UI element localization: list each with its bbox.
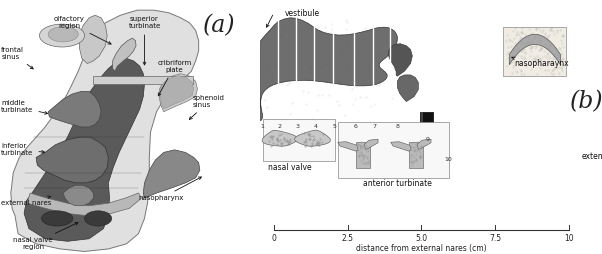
- Text: olfactory
region: olfactory region: [54, 16, 111, 44]
- Text: inferior
turbinate: inferior turbinate: [1, 143, 45, 156]
- Text: 1: 1: [261, 124, 264, 130]
- Polygon shape: [509, 34, 560, 65]
- Text: 9: 9: [426, 137, 429, 142]
- Polygon shape: [160, 74, 197, 112]
- Polygon shape: [143, 150, 200, 198]
- Text: 10: 10: [445, 157, 452, 163]
- Ellipse shape: [48, 27, 78, 42]
- Text: nasal valve
region: nasal valve region: [13, 223, 78, 250]
- Ellipse shape: [42, 211, 73, 226]
- Text: distance from external nares (cm): distance from external nares (cm): [356, 244, 486, 253]
- Polygon shape: [409, 142, 423, 168]
- Text: middle
turbinate: middle turbinate: [1, 100, 48, 114]
- Text: nasal valve: nasal valve: [268, 163, 312, 171]
- Text: 6: 6: [353, 124, 357, 130]
- Polygon shape: [388, 44, 412, 76]
- Bar: [338, 122, 449, 178]
- Text: 3: 3: [296, 124, 299, 130]
- Text: (a): (a): [203, 14, 236, 37]
- Text: 0: 0: [272, 234, 276, 243]
- Text: 2: 2: [278, 124, 281, 130]
- Polygon shape: [417, 139, 431, 149]
- Text: 4: 4: [314, 124, 317, 130]
- Text: 5: 5: [332, 124, 336, 130]
- Text: vestibule: vestibule: [285, 9, 320, 18]
- Bar: [503, 27, 566, 76]
- Polygon shape: [48, 91, 101, 127]
- Polygon shape: [262, 130, 298, 146]
- Polygon shape: [113, 38, 136, 71]
- Ellipse shape: [84, 211, 112, 226]
- Text: external nares: external nares: [1, 196, 52, 206]
- Polygon shape: [397, 75, 418, 102]
- Text: 8: 8: [396, 124, 399, 130]
- Text: 2.5: 2.5: [342, 234, 353, 243]
- Text: nasopharynx: nasopharynx: [138, 177, 202, 201]
- Polygon shape: [93, 76, 193, 84]
- Ellipse shape: [40, 24, 84, 47]
- Polygon shape: [338, 142, 358, 151]
- Polygon shape: [63, 185, 93, 206]
- Polygon shape: [364, 139, 378, 149]
- Polygon shape: [261, 18, 397, 121]
- Text: 7.5: 7.5: [489, 234, 501, 243]
- Text: nasopharaynx: nasopharaynx: [515, 59, 569, 68]
- Polygon shape: [160, 75, 194, 109]
- Text: 7: 7: [373, 124, 376, 130]
- Polygon shape: [27, 193, 141, 216]
- Text: superior
turbinate: superior turbinate: [128, 16, 161, 65]
- Bar: [263, 119, 335, 161]
- Polygon shape: [294, 130, 330, 146]
- Text: 5.0: 5.0: [415, 234, 427, 243]
- Text: 10: 10: [564, 234, 574, 243]
- Polygon shape: [24, 58, 144, 241]
- Polygon shape: [11, 10, 199, 251]
- Text: anterior turbinate: anterior turbinate: [363, 179, 432, 188]
- Polygon shape: [36, 137, 108, 183]
- Bar: [421, 112, 423, 137]
- Text: cribriform
plate: cribriform plate: [158, 59, 191, 96]
- Polygon shape: [391, 142, 411, 151]
- Polygon shape: [356, 142, 370, 168]
- Text: frontal
sinus: frontal sinus: [1, 47, 33, 69]
- Text: extension: extension: [582, 152, 602, 161]
- Text: (b): (b): [570, 90, 602, 113]
- Polygon shape: [79, 15, 107, 64]
- Bar: [420, 112, 433, 137]
- Text: sphenoid
sinus: sphenoid sinus: [190, 95, 225, 119]
